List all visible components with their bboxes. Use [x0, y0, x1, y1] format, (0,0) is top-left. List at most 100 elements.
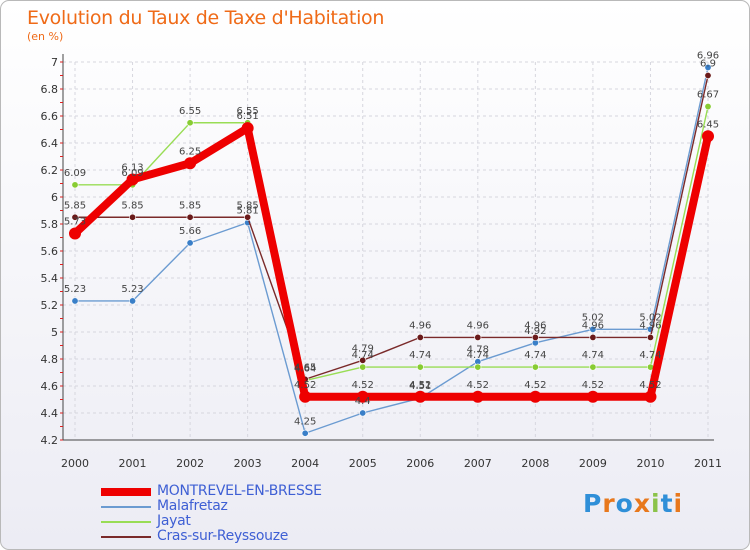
legend-swatch [101, 536, 151, 538]
legend-swatch [101, 506, 151, 508]
data-label: 5.02 [639, 312, 661, 323]
series-line-3 [75, 106, 709, 382]
legend-label: Cras-sur-Reyssouze [157, 528, 289, 544]
y-tick-label: 4.4 [41, 407, 59, 420]
data-point [474, 333, 482, 341]
data-label: 6.45 [697, 119, 719, 130]
data-label: 4.52 [352, 380, 374, 391]
data-label: 4.52 [524, 380, 546, 391]
data-point [71, 297, 79, 305]
data-label: 6.67 [697, 90, 719, 101]
legend-label: Jayat [157, 513, 191, 529]
data-label: 4.74 [524, 350, 546, 361]
data-label: 4.74 [582, 350, 604, 361]
y-tick-label: 4.6 [41, 380, 59, 393]
x-tick-label: 2005 [349, 457, 377, 470]
data-label: 4.52 [582, 380, 604, 391]
data-label: 4.65 [294, 362, 316, 373]
data-point [71, 181, 79, 189]
x-tick-label: 2008 [521, 457, 549, 470]
data-point [704, 103, 712, 111]
data-point [241, 122, 254, 135]
data-point [71, 213, 79, 221]
data-point [129, 297, 137, 305]
x-tick-label: 2009 [579, 457, 607, 470]
data-label: 5.85 [64, 200, 86, 211]
data-label: 4.96 [409, 320, 431, 331]
data-label: 6.55 [237, 106, 259, 117]
data-label: 4.74 [409, 350, 431, 361]
data-point [416, 363, 424, 371]
axes: 4.2 4.4 4.6 4.8 5 5.2 5.4 5.6 5.8 6 6.2 6.4 6.6 6.8 7 2… [41, 54, 722, 470]
data-point [644, 390, 657, 403]
data-label: 6.96 [697, 50, 719, 61]
data-label: 4.96 [582, 320, 604, 331]
data-point [299, 390, 312, 403]
data-point [184, 157, 197, 170]
y-tick-label: 4.2 [41, 434, 59, 447]
x-tick-label: 2000 [61, 457, 89, 470]
logo-letter: t [660, 489, 674, 518]
legend-swatch [101, 488, 151, 496]
data-label: 5.85 [121, 200, 143, 211]
data-point [704, 72, 712, 80]
data-label: 4.92 [524, 326, 546, 337]
logo-letter: o [615, 489, 634, 518]
data-point [416, 333, 424, 341]
data-point [129, 213, 137, 221]
data-point [529, 390, 542, 403]
data-label: 4.52 [467, 380, 489, 391]
data-point [586, 390, 599, 403]
data-point [359, 409, 367, 417]
series-lines [69, 63, 714, 437]
y-tick-label: 6.2 [41, 164, 59, 177]
x-tick-label: 2004 [291, 457, 319, 470]
data-point [186, 119, 194, 127]
data-label: 4.96 [467, 320, 489, 331]
data-label: 6.13 [121, 162, 143, 173]
data-point [244, 213, 252, 221]
logo-letter: x [633, 489, 651, 518]
data-label: 4.79 [352, 343, 374, 354]
data-label: 5.23 [64, 284, 86, 295]
data-label: 4.25 [294, 416, 316, 427]
data-label: 4.52 [294, 380, 316, 391]
series-line-4 [75, 75, 709, 380]
x-tick-label: 2010 [636, 457, 664, 470]
logo-letter: i [651, 489, 661, 518]
x-tick-label: 2006 [406, 457, 434, 470]
y-tick-label: 5.2 [41, 299, 59, 312]
x-tick-label: 2001 [119, 457, 147, 470]
series-line-2 [75, 67, 709, 434]
data-point [126, 173, 139, 186]
data-point [359, 356, 367, 364]
data-label: 6.25 [179, 146, 201, 157]
data-point [471, 390, 484, 403]
data-label: 5.23 [121, 284, 143, 295]
data-point [704, 63, 712, 71]
data-point [589, 325, 597, 333]
y-tick-label: 6.6 [41, 110, 59, 123]
logo-letter: r [602, 489, 616, 518]
data-point [589, 363, 597, 371]
logo-letter: i [673, 489, 684, 518]
data-label: 4.52 [409, 380, 431, 391]
y-tick-label: 6 [51, 191, 58, 204]
y-tick-label: 4.8 [41, 353, 59, 366]
data-point [414, 390, 427, 403]
legend-label: Malafretaz [157, 498, 228, 514]
legend-label: MONTREVEL-EN-BRESSE [157, 483, 322, 499]
data-label: 4.64 [294, 364, 316, 375]
data-labels: 5.73 6.13 6.25 6.51 4.52 4.52 4.52 4.52 4.52 4.52… [64, 50, 719, 427]
data-label: 4.52 [639, 380, 661, 391]
chart-title: Evolution du Taux de Taxe d'Habitation [27, 7, 385, 29]
data-label: 4.51 [409, 381, 431, 392]
data-label: 4.4 [355, 396, 371, 407]
data-label: 5.73 [64, 216, 86, 227]
data-label: 4.74 [352, 350, 374, 361]
logo-letter: P [583, 489, 603, 518]
data-point [359, 363, 367, 371]
data-point [301, 429, 309, 437]
